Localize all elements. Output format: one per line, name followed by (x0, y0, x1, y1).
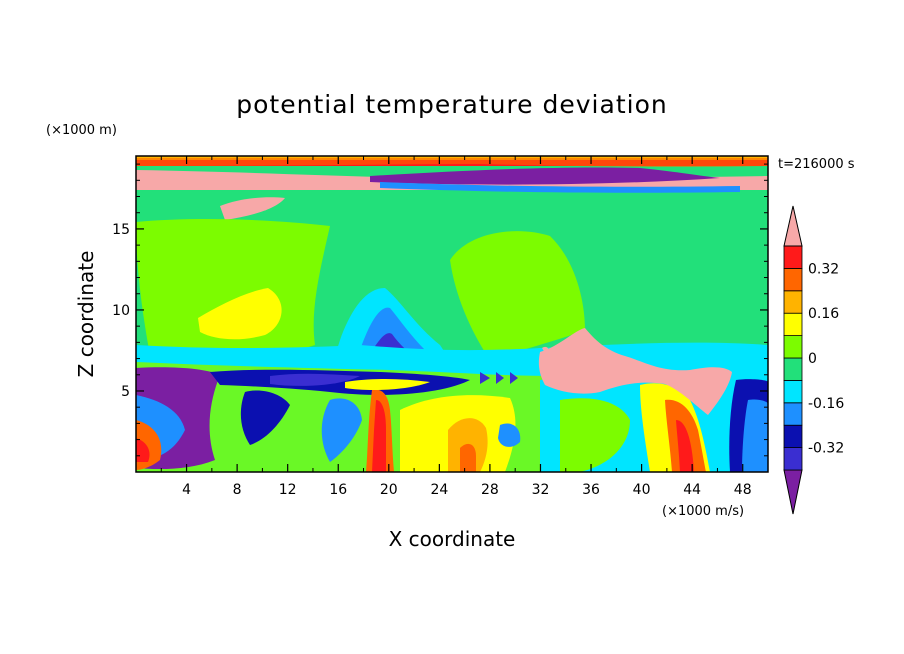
x-unit-label: (×1000 m/s) (662, 504, 744, 519)
y-tick-label: 10 (112, 303, 130, 319)
colorbar-segment (783, 424, 803, 449)
y-axis-label: Z coordinate (74, 251, 98, 378)
x-tick-label: 4 (182, 482, 191, 498)
colorbar-segment (783, 379, 803, 404)
x-tick-label: 44 (683, 482, 701, 498)
colorbar-segment (783, 312, 803, 337)
x-tick-label: 48 (734, 482, 752, 498)
time-label: t=216000 s (778, 157, 855, 172)
colorbar-extend-high (783, 205, 803, 247)
colorbar-extend-low (783, 469, 803, 515)
colorbar-tick-label: 0.16 (808, 306, 839, 322)
y-tick-label: 5 (121, 384, 130, 400)
colorbar-segment (783, 245, 803, 269)
chart-title: potential temperature deviation (236, 90, 667, 119)
x-tick-label: 20 (380, 482, 398, 498)
colorbar-tick-label: -0.16 (808, 396, 844, 412)
colorbar: -0.32 -0.16 0 0.16 0.32 (783, 205, 844, 515)
x-tick-label: 12 (279, 482, 297, 498)
colorbar-tick-label: 0.32 (808, 261, 839, 277)
x-tick-label: 40 (633, 482, 651, 498)
x-tick-label: 8 (233, 482, 242, 498)
colorbar-segment (783, 447, 803, 471)
x-axis-label: X coordinate (389, 527, 516, 551)
plot-frame (135, 155, 769, 473)
x-axis-ticks: 4 8 12 16 20 24 28 32 36 40 44 48 (160, 156, 752, 498)
colorbar-tick-label: 0 (808, 351, 817, 367)
y-unit-label: (×1000 m) (46, 123, 117, 138)
x-tick-label: 32 (532, 482, 550, 498)
colorbar-segment (783, 290, 803, 314)
y-tick-label: 15 (112, 222, 130, 238)
contour-field (136, 156, 768, 472)
x-tick-label: 36 (582, 482, 600, 498)
colorbar-segment (783, 335, 803, 359)
y-axis-ticks: 5 10 15 (112, 163, 768, 457)
colorbar-tick-label: -0.32 (808, 441, 844, 457)
x-tick-label: 24 (430, 482, 448, 498)
x-tick-label: 28 (481, 482, 499, 498)
colorbar-segment (783, 357, 803, 381)
colorbar-segment (783, 402, 803, 426)
colorbar-segment (783, 267, 803, 292)
x-tick-label: 16 (329, 482, 347, 498)
